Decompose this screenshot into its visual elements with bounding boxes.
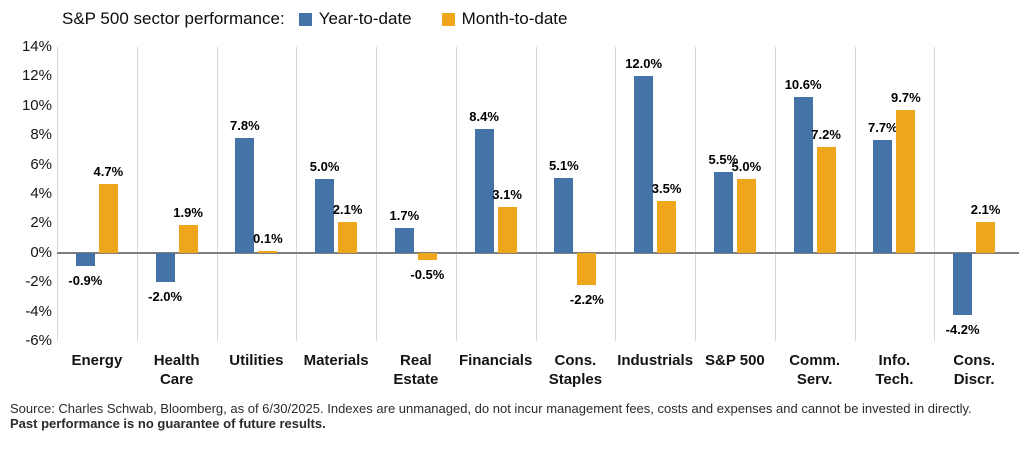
y-tick-label: 6% — [30, 155, 52, 173]
bar-year-to-date-real-estate — [394, 227, 414, 253]
category-label-real-estate: Real Estate — [393, 352, 439, 388]
category-label-energy: Energy — [71, 352, 123, 369]
legend-label-month-to-date: Month-to-date — [461, 9, 568, 28]
category-label-utilities: Utilities — [229, 352, 284, 369]
category-gridline — [774, 47, 776, 341]
category-gridline — [854, 47, 856, 341]
bar-year-to-date-energy — [75, 252, 95, 267]
bar-year-to-date-cons-discr — [953, 252, 973, 315]
value-label-year-to-date-health-care: -2.0% — [148, 289, 183, 305]
value-label-year-to-date-comm-serv: 10.6% — [784, 76, 822, 92]
category-gridline — [296, 47, 298, 341]
bar-month-to-date-s-p-500 — [736, 179, 756, 253]
value-label-month-to-date-comm-serv: 7.2% — [811, 126, 841, 142]
legend-item-month-to-date: Month-to-date — [441, 9, 568, 29]
value-label-year-to-date-info-tech: 7.7% — [868, 119, 898, 135]
y-axis-tick-labels: 14% 12% 10% 8% 6% 4% 2% 0% -2% -4% -6% — [6, 39, 52, 349]
category-gridline — [615, 47, 617, 341]
category-label-financials: Financials — [458, 352, 533, 369]
y-tick-label: 4% — [30, 185, 52, 202]
category-label-materials: Materials — [303, 352, 369, 369]
legend-swatch-month-to-date-icon — [441, 12, 455, 26]
category-gridline — [455, 47, 457, 341]
bar-month-to-date-industrials — [657, 201, 677, 253]
source-footnote: Source: Charles Schwab, Bloomberg, as of… — [10, 401, 992, 431]
category-gridline — [535, 47, 537, 341]
bar-month-to-date-cons-staples — [577, 252, 597, 286]
bar-year-to-date-cons-staples — [554, 177, 574, 253]
y-tick-label: -4% — [25, 302, 52, 320]
category-label-cons-staples: Cons. Staples — [548, 352, 603, 388]
value-label-year-to-date-cons-discr: -4.2% — [945, 321, 980, 337]
chart-header: S&P 500 sector performance: Year-to-date… — [62, 9, 597, 29]
source-text: Source: Charles Schwab, Bloomberg, as of… — [10, 401, 972, 416]
y-tick-label: 14% — [21, 38, 52, 55]
value-label-year-to-date-materials: 5.0% — [309, 159, 340, 175]
bar-month-to-date-cons-discr — [976, 221, 996, 253]
value-label-year-to-date-s-p-500: 5.5% — [708, 151, 739, 167]
value-label-year-to-date-utilities: 7.8% — [230, 118, 260, 134]
value-label-month-to-date-s-p-500: 5.0% — [731, 159, 762, 175]
legend-label-year-to-date: Year-to-date — [318, 9, 412, 28]
y-tick-label: 2% — [30, 214, 52, 232]
y-tick-label: 12% — [21, 67, 52, 85]
value-label-month-to-date-info-tech: 9.7% — [891, 90, 921, 106]
category-label-s-p-500: S&P 500 — [704, 352, 765, 369]
y-tick-label: 10% — [21, 96, 52, 114]
bar-year-to-date-health-care — [155, 252, 175, 283]
y-tick-label: -2% — [25, 273, 52, 291]
category-label-industrials: Industrials — [617, 352, 694, 369]
bar-month-to-date-utilities — [258, 251, 278, 253]
category-label-info-tech: Info. Tech. — [875, 352, 914, 388]
y-tick-label: -6% — [25, 332, 52, 349]
bar-year-to-date-comm-serv — [793, 96, 813, 253]
category-gridline — [934, 47, 936, 341]
bar-month-to-date-info-tech — [896, 110, 916, 253]
category-gridline — [57, 47, 58, 341]
bar-year-to-date-utilities — [235, 138, 255, 253]
value-label-month-to-date-utilities: 0.1% — [253, 231, 283, 247]
bar-month-to-date-comm-serv — [816, 146, 836, 253]
value-label-year-to-date-industrials: 12.0% — [625, 56, 663, 72]
plot-area: -0.9% -2.0% 7.8% 5.0% 1.7% 8.4% 5.1% 12.0% 5.5% 1… — [57, 47, 1019, 341]
value-label-month-to-date-industrials: 3.5% — [651, 181, 682, 197]
bar-year-to-date-financials — [474, 129, 494, 253]
legend-item-year-to-date: Year-to-date — [298, 9, 412, 29]
bar-month-to-date-real-estate — [417, 252, 437, 261]
category-gridline — [216, 47, 218, 341]
bar-year-to-date-info-tech — [873, 139, 893, 253]
value-label-month-to-date-health-care: 1.9% — [173, 204, 203, 220]
disclaimer-bold-text: Past performance is no guarantee of futu… — [10, 416, 326, 431]
value-label-month-to-date-cons-staples: -2.2% — [569, 292, 604, 308]
bar-month-to-date-energy — [98, 183, 118, 253]
y-tick-label: 8% — [30, 126, 52, 144]
bar-year-to-date-materials — [315, 179, 335, 253]
value-label-month-to-date-energy: 4.7% — [93, 163, 124, 179]
bar-month-to-date-financials — [497, 207, 517, 253]
y-tick-label: 0% — [30, 243, 52, 261]
bar-month-to-date-materials — [338, 221, 358, 253]
category-gridline — [376, 47, 377, 341]
value-label-month-to-date-real-estate: -0.5% — [410, 267, 445, 283]
chart-title: S&P 500 sector performance: — [62, 9, 285, 28]
legend-swatch-year-to-date-icon — [298, 12, 312, 26]
category-gridline — [695, 47, 696, 341]
bar-year-to-date-s-p-500 — [713, 171, 733, 253]
value-label-month-to-date-cons-discr: 2.1% — [970, 201, 1001, 217]
category-gridline — [136, 47, 138, 341]
category-label-cons-discr: Cons. Discr. — [953, 352, 995, 388]
value-label-year-to-date-cons-staples: 5.1% — [549, 157, 579, 173]
value-label-year-to-date-financials: 8.4% — [469, 109, 499, 125]
x-axis-category-labels: Energy Health Care Utilities Materials Real … — [57, 351, 1014, 393]
value-label-month-to-date-financials: 3.1% — [492, 187, 522, 203]
category-label-comm-serv: Comm. Serv. — [789, 352, 841, 388]
zero-baseline — [57, 251, 1019, 254]
category-label-health-care: Health Care — [153, 352, 200, 388]
value-label-month-to-date-materials: 2.1% — [332, 201, 363, 217]
bar-month-to-date-health-care — [178, 224, 198, 253]
bar-year-to-date-industrials — [634, 76, 654, 253]
value-label-year-to-date-real-estate: 1.7% — [389, 207, 420, 223]
value-label-year-to-date-energy: -0.9% — [68, 273, 103, 289]
